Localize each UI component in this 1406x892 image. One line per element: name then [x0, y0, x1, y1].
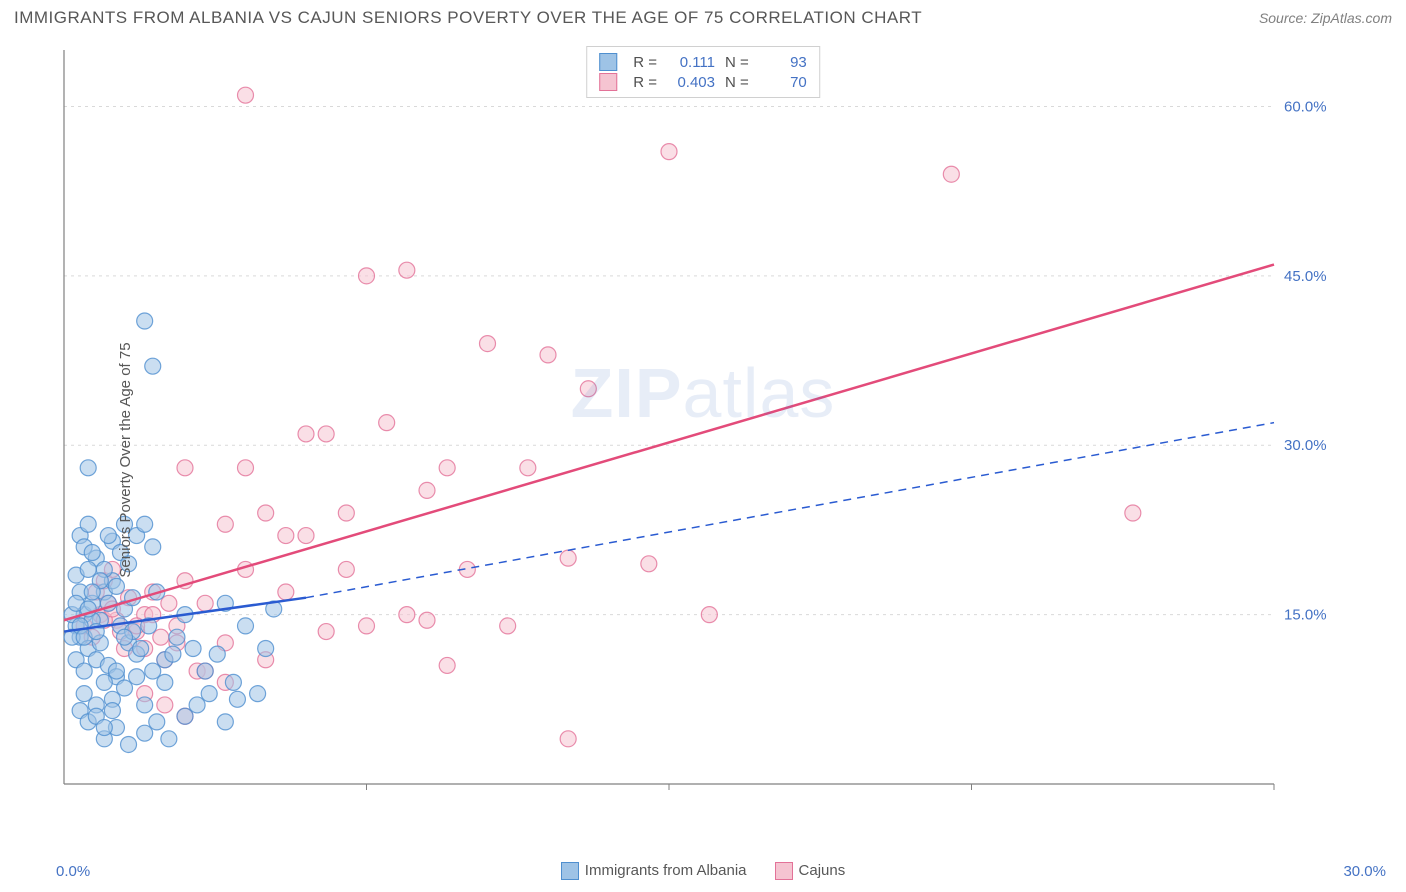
swatch-series-b-icon: [775, 862, 793, 880]
chart-area: Seniors Poverty Over the Age of 75 15.0%…: [14, 40, 1392, 880]
svg-text:60.0%: 60.0%: [1284, 98, 1327, 115]
legend-item-series-a: Immigrants from Albania: [561, 862, 747, 880]
swatch-series-a-icon: [561, 862, 579, 880]
source-link[interactable]: ZipAtlas.com: [1311, 10, 1392, 26]
x-axis-max-label: 30.0%: [1343, 863, 1386, 880]
legend-item-series-b: Cajuns: [775, 862, 846, 880]
x-axis-legend: Immigrants from Albania Cajuns: [14, 862, 1392, 880]
svg-text:45.0%: 45.0%: [1284, 268, 1327, 285]
source-attribution: Source: ZipAtlas.com: [1259, 10, 1392, 26]
swatch-series-b: [599, 73, 617, 91]
y-axis-label: Seniors Poverty Over the Age of 75: [117, 342, 134, 577]
scatter-plot: 15.0% 30.0% 45.0% 60.0%: [14, 40, 1344, 820]
correlation-legend: R = 0.111 N = 93 R = 0.403 N = 70: [586, 46, 820, 98]
chart-title: IMMIGRANTS FROM ALBANIA VS CAJUN SENIORS…: [14, 8, 922, 28]
legend-row-series-b: R = 0.403 N = 70: [599, 73, 807, 91]
swatch-series-a: [599, 53, 617, 71]
legend-row-series-a: R = 0.111 N = 93: [599, 53, 807, 71]
svg-text:15.0%: 15.0%: [1284, 607, 1327, 624]
svg-text:30.0%: 30.0%: [1284, 437, 1327, 454]
